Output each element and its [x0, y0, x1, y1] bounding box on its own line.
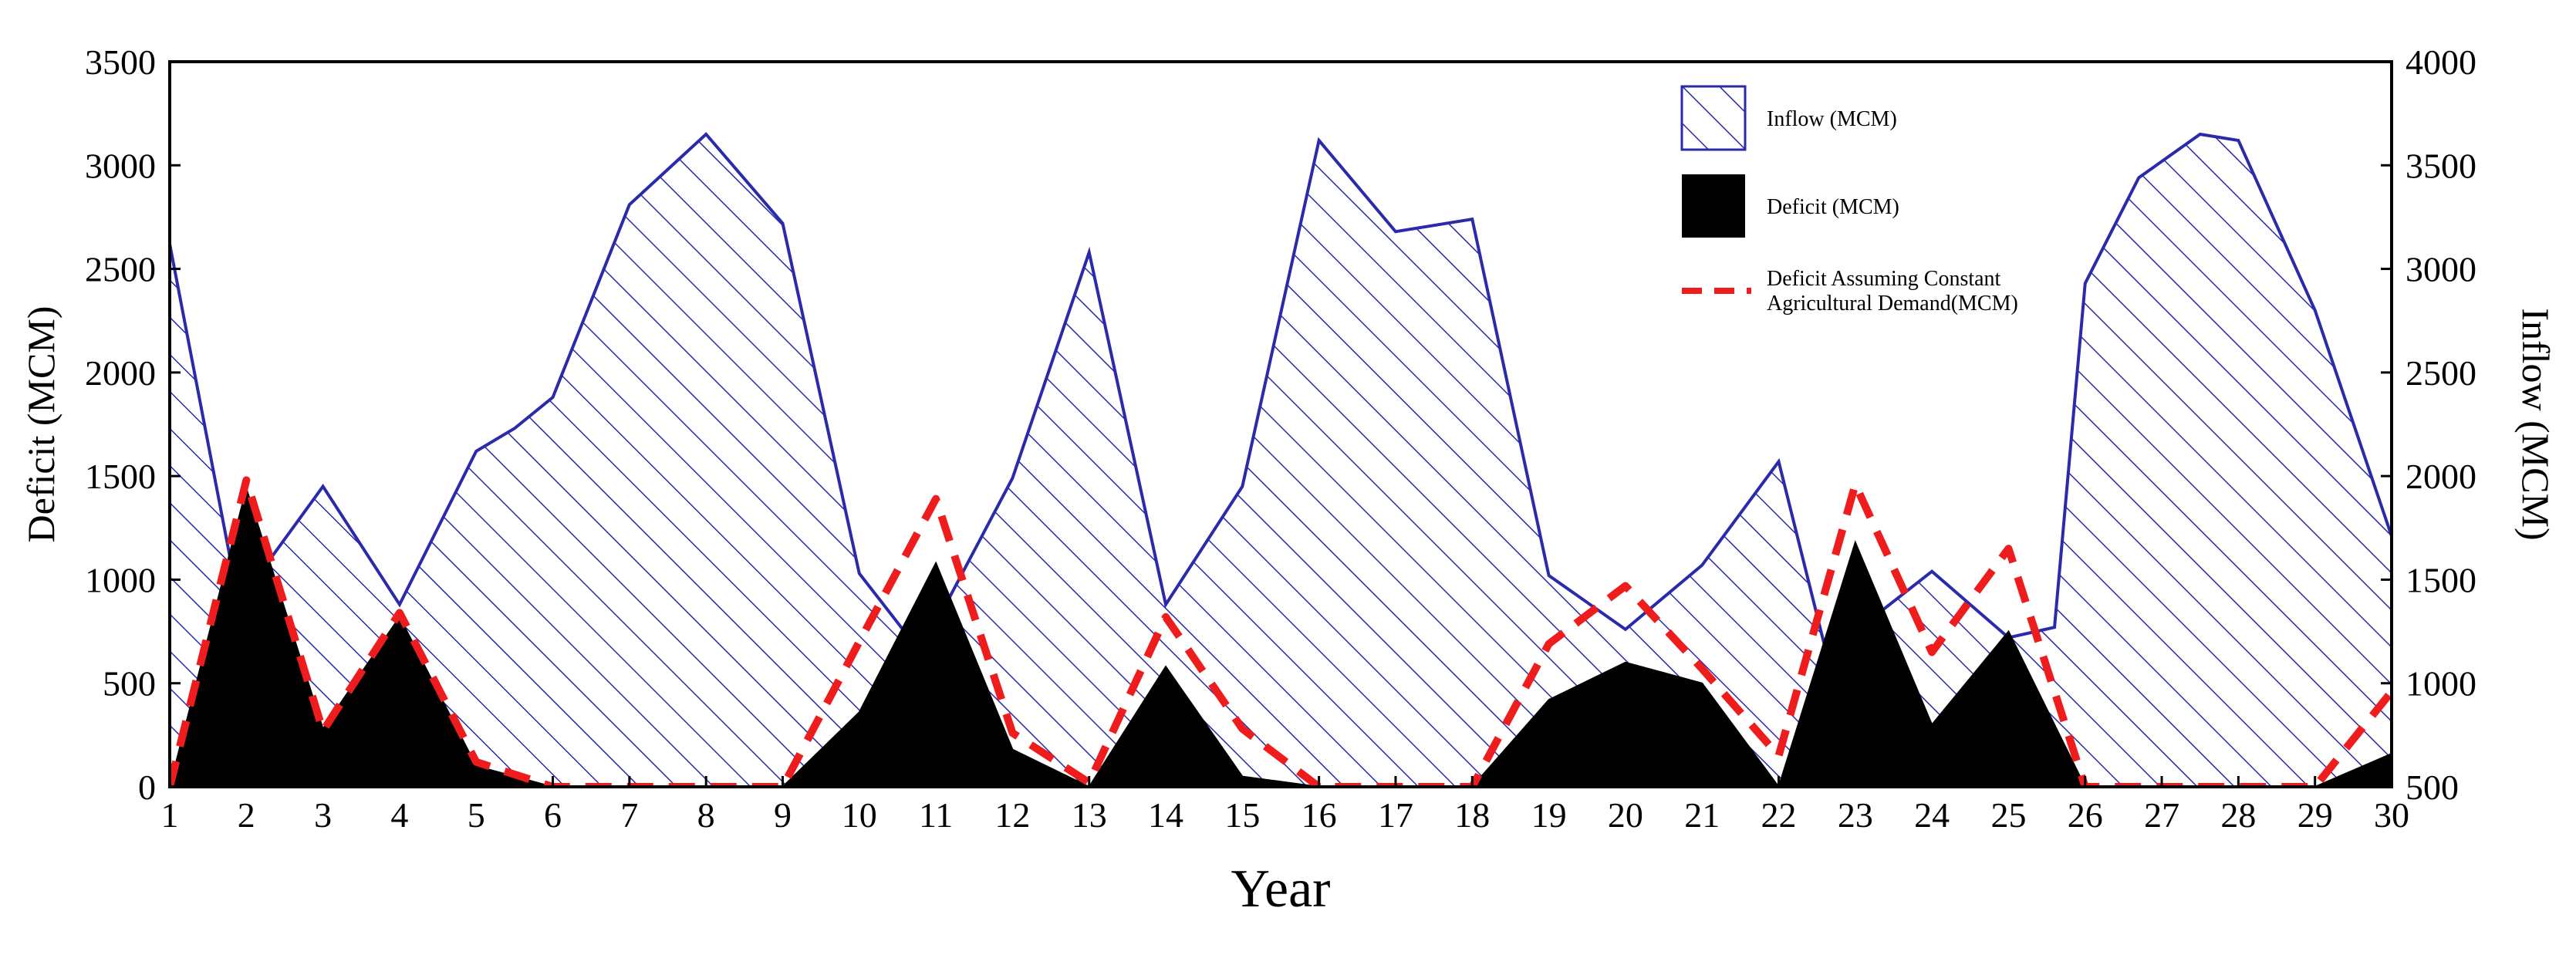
y-right-tick-label: 1000 [2406, 664, 2476, 704]
x-tick-label: 8 [697, 795, 715, 835]
x-tick-label: 12 [994, 795, 1030, 835]
x-tick-label: 17 [1378, 795, 1413, 835]
y-right-tick-label: 3000 [2406, 250, 2476, 289]
x-tick-label: 2 [238, 795, 255, 835]
x-tick-label: 27 [2144, 795, 2179, 835]
legend: Inflow (MCM) Deficit (MCM) Deficit Assum… [1682, 86, 2018, 316]
legend-label-deficit: Deficit (MCM) [1767, 195, 1899, 219]
y-right-tick-label: 3500 [2406, 146, 2476, 185]
x-tick-label: 4 [390, 795, 408, 835]
x-tick-label: 29 [2297, 795, 2333, 835]
x-axis-title: Year [1231, 859, 1331, 919]
y-right-tick-label: 500 [2406, 768, 2459, 807]
x-tick-label: 23 [1838, 795, 1873, 835]
x-tick-label: 3 [314, 795, 332, 835]
y-left-tick-label: 1000 [85, 560, 156, 599]
x-tick-label: 5 [468, 795, 485, 835]
y-right-tick-label: 2500 [2406, 353, 2476, 393]
y-left-tick-label: 500 [103, 664, 156, 704]
x-tick-label: 9 [774, 795, 792, 835]
x-tick-label: 11 [919, 795, 953, 835]
x-tick-label: 26 [2068, 795, 2103, 835]
legend-swatch-inflow [1682, 86, 1745, 150]
legend-label-inflow: Inflow (MCM) [1767, 107, 1897, 131]
legend-label-constant: Deficit Assuming Constant Agricultural D… [1767, 267, 2018, 316]
x-tick-label: 13 [1072, 795, 1107, 835]
y-right-tick-label: 1500 [2406, 560, 2476, 599]
y-axis-left-title: Deficit (MCM) [19, 306, 62, 543]
y-left-tick-label: 1500 [85, 457, 156, 496]
x-tick-label: 18 [1454, 795, 1490, 835]
inflow-area [170, 134, 2392, 787]
x-tick-label: 10 [842, 795, 877, 835]
x-tick-label: 16 [1302, 795, 1337, 835]
y-left-tick-label: 3500 [85, 42, 156, 82]
y-axis-right-title: Inflow (MCM) [2514, 308, 2557, 540]
x-tick-label: 25 [1990, 795, 2026, 835]
x-tick-label: 19 [1531, 795, 1567, 835]
y-right-tick-label: 2000 [2406, 457, 2476, 496]
x-tick-label: 15 [1224, 795, 1260, 835]
x-tick-label: 28 [2220, 795, 2256, 835]
y-right-tick-label: 4000 [2406, 42, 2476, 82]
y-left-tick-label: 3000 [85, 146, 156, 185]
x-tick-label: 1 [161, 795, 179, 835]
x-tick-label: 21 [1684, 795, 1720, 835]
legend-swatch-deficit [1682, 174, 1745, 238]
x-tick-label: 22 [1761, 795, 1797, 835]
x-tick-label: 14 [1148, 795, 1183, 835]
x-tick-label: 7 [620, 795, 638, 835]
y-left-tick-label: 0 [138, 768, 156, 807]
y-left-tick-label: 2000 [85, 353, 156, 393]
x-tick-label: 6 [544, 795, 562, 835]
x-tick-label: 24 [1914, 795, 1950, 835]
x-tick-label: 20 [1608, 795, 1643, 835]
x-tick-label: 30 [2374, 795, 2409, 835]
y-left-tick-label: 2500 [85, 250, 156, 289]
